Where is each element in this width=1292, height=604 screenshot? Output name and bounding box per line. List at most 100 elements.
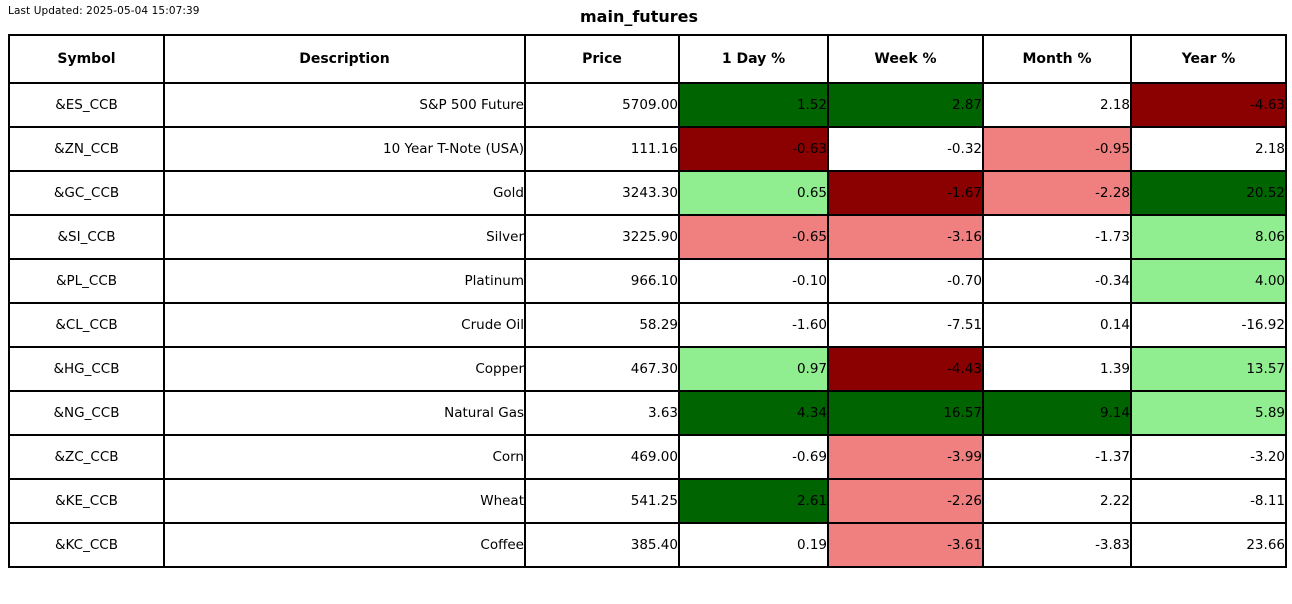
price-cell: 111.16: [524, 126, 680, 172]
price-cell: 385.40: [524, 522, 680, 568]
description-cell: Silver: [163, 214, 526, 260]
description-cell: Coffee: [163, 522, 526, 568]
month-change-cell: -0.95: [982, 126, 1132, 172]
table-row: &HG_CCB Copper 467.30 0.97 -4.43 1.39 13.57: [8, 346, 1287, 392]
futures-table: Symbol Description Price 1 Day % Week % Month…: [8, 34, 1287, 568]
month-change-cell: 0.14: [982, 302, 1132, 348]
table-row: &ZC_CCB Corn 469.00 -0.69 -3.99 -1.37 -3.20: [8, 434, 1287, 480]
month-change-cell: -1.73: [982, 214, 1132, 260]
day-change-cell: 2.61: [678, 478, 829, 524]
day-change-cell: 1.52: [678, 82, 829, 128]
month-change-cell: 9.14: [982, 390, 1132, 436]
price-cell: 467.30: [524, 346, 680, 392]
description-cell: Crude Oil: [163, 302, 526, 348]
table-row: &CL_CCB Crude Oil 58.29 -1.60 -7.51 0.14 -16.9…: [8, 302, 1287, 348]
week-change-cell: -3.99: [827, 434, 984, 480]
price-cell: 3.63: [524, 390, 680, 436]
table-row: &KC_CCB Coffee 385.40 0.19 -3.61 -3.83 23.66: [8, 522, 1287, 568]
symbol-cell: &KC_CCB: [8, 522, 165, 568]
price-cell: 966.10: [524, 258, 680, 304]
month-change-cell: 1.39: [982, 346, 1132, 392]
page-title: main_futures: [580, 7, 698, 26]
price-cell: 3225.90: [524, 214, 680, 260]
table-body: &ES_CCB S&P 500 Future 5709.00 1.52 2.87 2.18…: [8, 82, 1287, 568]
description-cell: Wheat: [163, 478, 526, 524]
description-cell: Natural Gas: [163, 390, 526, 436]
table-row: &PL_CCB Platinum 966.10 -0.10 -0.70 -0.34 4.00: [8, 258, 1287, 304]
table-row: &KE_CCB Wheat 541.25 2.61 -2.26 2.22 -8.11: [8, 478, 1287, 524]
price-cell: 58.29: [524, 302, 680, 348]
price-cell: 541.25: [524, 478, 680, 524]
month-change-cell: -2.28: [982, 170, 1132, 216]
table-row: &ES_CCB S&P 500 Future 5709.00 1.52 2.87 2.18…: [8, 82, 1287, 128]
year-change-cell: 13.57: [1130, 346, 1287, 392]
table-header-row: Symbol Description Price 1 Day % Week % Month…: [8, 34, 1287, 84]
year-change-cell: 5.89: [1130, 390, 1287, 436]
year-change-cell: 4.00: [1130, 258, 1287, 304]
description-cell: Gold: [163, 170, 526, 216]
week-change-cell: -0.32: [827, 126, 984, 172]
day-change-cell: -0.10: [678, 258, 829, 304]
year-change-cell: 2.18: [1130, 126, 1287, 172]
year-change-cell: 20.52: [1130, 170, 1287, 216]
symbol-cell: &PL_CCB: [8, 258, 165, 304]
day-change-cell: 0.97: [678, 346, 829, 392]
year-change-cell: -4.63: [1130, 82, 1287, 128]
column-header-month: Month %: [982, 34, 1132, 84]
price-cell: 469.00: [524, 434, 680, 480]
month-change-cell: -0.34: [982, 258, 1132, 304]
year-change-cell: -3.20: [1130, 434, 1287, 480]
description-cell: Platinum: [163, 258, 526, 304]
week-change-cell: -1.67: [827, 170, 984, 216]
column-header-week: Week %: [827, 34, 984, 84]
symbol-cell: &HG_CCB: [8, 346, 165, 392]
day-change-cell: -0.65: [678, 214, 829, 260]
month-change-cell: -3.83: [982, 522, 1132, 568]
header-bar: Last Updated: 2025-05-04 15:07:39 main_f…: [0, 0, 1292, 34]
week-change-cell: -2.26: [827, 478, 984, 524]
day-change-cell: 0.19: [678, 522, 829, 568]
week-change-cell: -3.16: [827, 214, 984, 260]
day-change-cell: -0.69: [678, 434, 829, 480]
symbol-cell: &SI_CCB: [8, 214, 165, 260]
price-cell: 5709.00: [524, 82, 680, 128]
price-cell: 3243.30: [524, 170, 680, 216]
table-row: &ZN_CCB 10 Year T-Note (USA) 111.16 -0.63 -0…: [8, 126, 1287, 172]
year-change-cell: 23.66: [1130, 522, 1287, 568]
column-header-symbol: Symbol: [8, 34, 165, 84]
week-change-cell: -3.61: [827, 522, 984, 568]
week-change-cell: 16.57: [827, 390, 984, 436]
symbol-cell: &ZC_CCB: [8, 434, 165, 480]
month-change-cell: 2.22: [982, 478, 1132, 524]
table-row: &GC_CCB Gold 3243.30 0.65 -1.67 -2.28 20.52: [8, 170, 1287, 216]
table-row: &NG_CCB Natural Gas 3.63 4.34 16.57 9.14 5.89: [8, 390, 1287, 436]
year-change-cell: 8.06: [1130, 214, 1287, 260]
last-updated-timestamp: Last Updated: 2025-05-04 15:07:39: [8, 5, 200, 17]
table-row: &SI_CCB Silver 3225.90 -0.65 -3.16 -1.73 8.06: [8, 214, 1287, 260]
description-cell: S&P 500 Future: [163, 82, 526, 128]
year-change-cell: -16.92: [1130, 302, 1287, 348]
symbol-cell: &ZN_CCB: [8, 126, 165, 172]
column-header-price: Price: [524, 34, 680, 84]
day-change-cell: 0.65: [678, 170, 829, 216]
column-header-1-day: 1 Day %: [678, 34, 829, 84]
week-change-cell: -7.51: [827, 302, 984, 348]
day-change-cell: 4.34: [678, 390, 829, 436]
description-cell: Copper: [163, 346, 526, 392]
description-cell: Corn: [163, 434, 526, 480]
symbol-cell: &ES_CCB: [8, 82, 165, 128]
column-header-year: Year %: [1130, 34, 1287, 84]
month-change-cell: 2.18: [982, 82, 1132, 128]
symbol-cell: &GC_CCB: [8, 170, 165, 216]
week-change-cell: -0.70: [827, 258, 984, 304]
symbol-cell: &KE_CCB: [8, 478, 165, 524]
description-cell: 10 Year T-Note (USA): [163, 126, 526, 172]
symbol-cell: &CL_CCB: [8, 302, 165, 348]
day-change-cell: -0.63: [678, 126, 829, 172]
week-change-cell: 2.87: [827, 82, 984, 128]
symbol-cell: &NG_CCB: [8, 390, 165, 436]
week-change-cell: -4.43: [827, 346, 984, 392]
month-change-cell: -1.37: [982, 434, 1132, 480]
year-change-cell: -8.11: [1130, 478, 1287, 524]
day-change-cell: -1.60: [678, 302, 829, 348]
